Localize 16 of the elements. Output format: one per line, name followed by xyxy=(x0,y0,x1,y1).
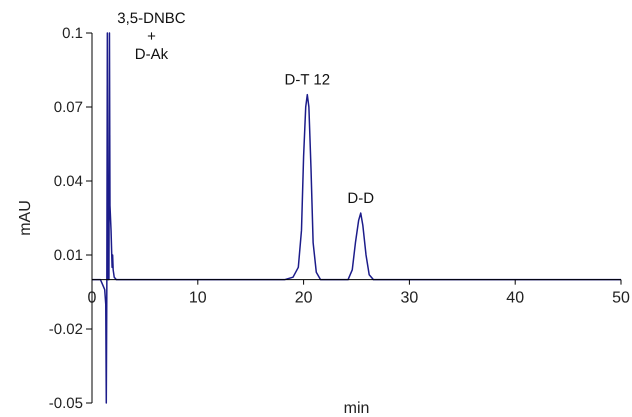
y-tick-label: 0.1 xyxy=(62,25,83,42)
y-tick-label: 0.04 xyxy=(54,173,83,190)
y-tick-label: 0.01 xyxy=(54,247,83,264)
x-tick-label: 10 xyxy=(188,290,207,307)
x-tick-label: 40 xyxy=(506,290,524,307)
y-axis-title: mAU xyxy=(17,200,34,236)
x-tick-label: 20 xyxy=(294,290,313,307)
x-axis-title: min xyxy=(344,400,370,417)
annotation: 3,5-DNBC + D-Ak xyxy=(117,10,186,63)
y-tick-label: -0.02 xyxy=(48,321,83,338)
annotation: D-T 12 xyxy=(284,72,330,89)
annotation: D-D xyxy=(347,190,374,208)
y-tick-label: 0.07 xyxy=(54,99,83,116)
x-tick-label: 50 xyxy=(612,290,630,307)
y-tick-label: -0.05 xyxy=(48,395,83,412)
x-tick-label: 30 xyxy=(400,290,418,307)
